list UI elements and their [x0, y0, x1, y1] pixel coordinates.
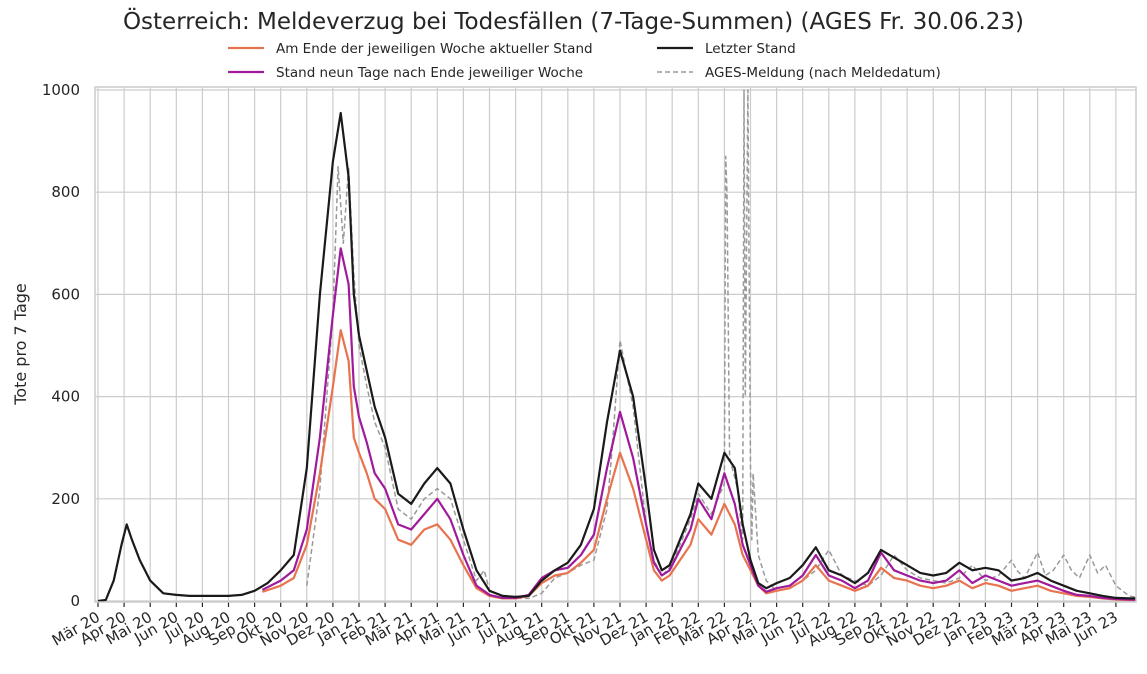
plot-frame: [94, 86, 1137, 603]
series-line-3: [306, 89, 1136, 600]
y-tick-label: 600: [51, 285, 80, 303]
legend-item-0: Am Ende der jeweiligen Woche aktueller S…: [228, 41, 593, 57]
legend-label: Letzter Stand: [705, 41, 796, 57]
y-tick-label: 0: [70, 592, 80, 610]
legend-label: Stand neun Tage nach Ende jeweiliger Woc…: [276, 65, 583, 81]
y-tick-label: 1000: [42, 81, 80, 99]
legend-item-1: Stand neun Tage nach Ende jeweiliger Woc…: [228, 65, 583, 81]
legend-item-3: AGES-Meldung (nach Meldedatum): [657, 65, 941, 81]
series-line-2: [97, 111, 1136, 602]
y-axis-label: Tote pro 7 Tage: [11, 283, 30, 406]
series-line-1: [261, 247, 1136, 601]
legend-label: Am Ende der jeweiligen Woche aktueller S…: [276, 41, 593, 57]
series-layer: [97, 89, 1136, 602]
series-line-0: [262, 329, 1136, 602]
legend: Am Ende der jeweiligen Woche aktueller S…: [228, 41, 941, 81]
legend-item-2: Letzter Stand: [657, 41, 796, 57]
y-tick-label: 800: [51, 183, 80, 201]
plot-area: [95, 87, 1136, 602]
legend-label: AGES-Meldung (nach Meldedatum): [705, 65, 941, 81]
y-tick-label: 200: [51, 490, 80, 508]
grid: [95, 87, 1136, 602]
chart-title: Österreich: Meldeverzug bei Todesfällen …: [122, 9, 1025, 35]
y-tick-label: 400: [51, 388, 80, 406]
